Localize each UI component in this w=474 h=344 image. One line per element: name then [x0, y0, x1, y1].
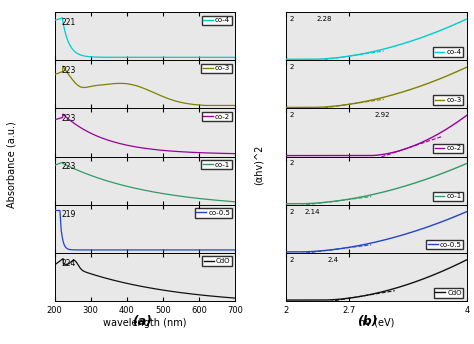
Text: 219: 219 [62, 211, 76, 219]
Text: (a): (a) [132, 315, 152, 328]
Text: (αhv)^2: (αhv)^2 [253, 145, 264, 185]
Text: 2: 2 [290, 160, 294, 166]
Legend: co-4: co-4 [201, 15, 232, 25]
Text: Absorbance (a.u.): Absorbance (a.u.) [7, 122, 17, 208]
X-axis label: hv (eV): hv (eV) [359, 318, 394, 327]
X-axis label: wavelength (nm): wavelength (nm) [103, 318, 187, 327]
Text: 2.28: 2.28 [317, 16, 332, 22]
Text: (b): (b) [357, 315, 378, 328]
Text: 2: 2 [290, 16, 294, 22]
Legend: co-3: co-3 [433, 95, 464, 105]
Legend: co-3: co-3 [201, 64, 232, 73]
Text: 2: 2 [290, 64, 294, 70]
Text: 2: 2 [290, 208, 294, 215]
Text: 2: 2 [290, 112, 294, 118]
Legend: co-1: co-1 [201, 160, 232, 170]
Text: 2.4: 2.4 [328, 257, 338, 263]
Legend: CdO: CdO [202, 256, 232, 266]
Text: 2.14: 2.14 [304, 208, 319, 215]
Legend: co-0.5: co-0.5 [195, 208, 232, 218]
Text: 2: 2 [290, 257, 294, 263]
Legend: co-2: co-2 [201, 112, 232, 121]
Text: 2.92: 2.92 [374, 112, 390, 118]
Text: 223: 223 [62, 162, 76, 171]
Text: 223: 223 [62, 66, 76, 75]
Legend: CdO: CdO [434, 288, 464, 298]
Legend: co-2: co-2 [433, 143, 464, 153]
Legend: co-4: co-4 [433, 47, 464, 57]
Text: 223: 223 [62, 114, 76, 123]
Text: 221: 221 [62, 18, 76, 27]
Legend: co-0.5: co-0.5 [426, 240, 464, 249]
Legend: co-1: co-1 [433, 192, 464, 201]
Text: 224: 224 [62, 259, 76, 268]
